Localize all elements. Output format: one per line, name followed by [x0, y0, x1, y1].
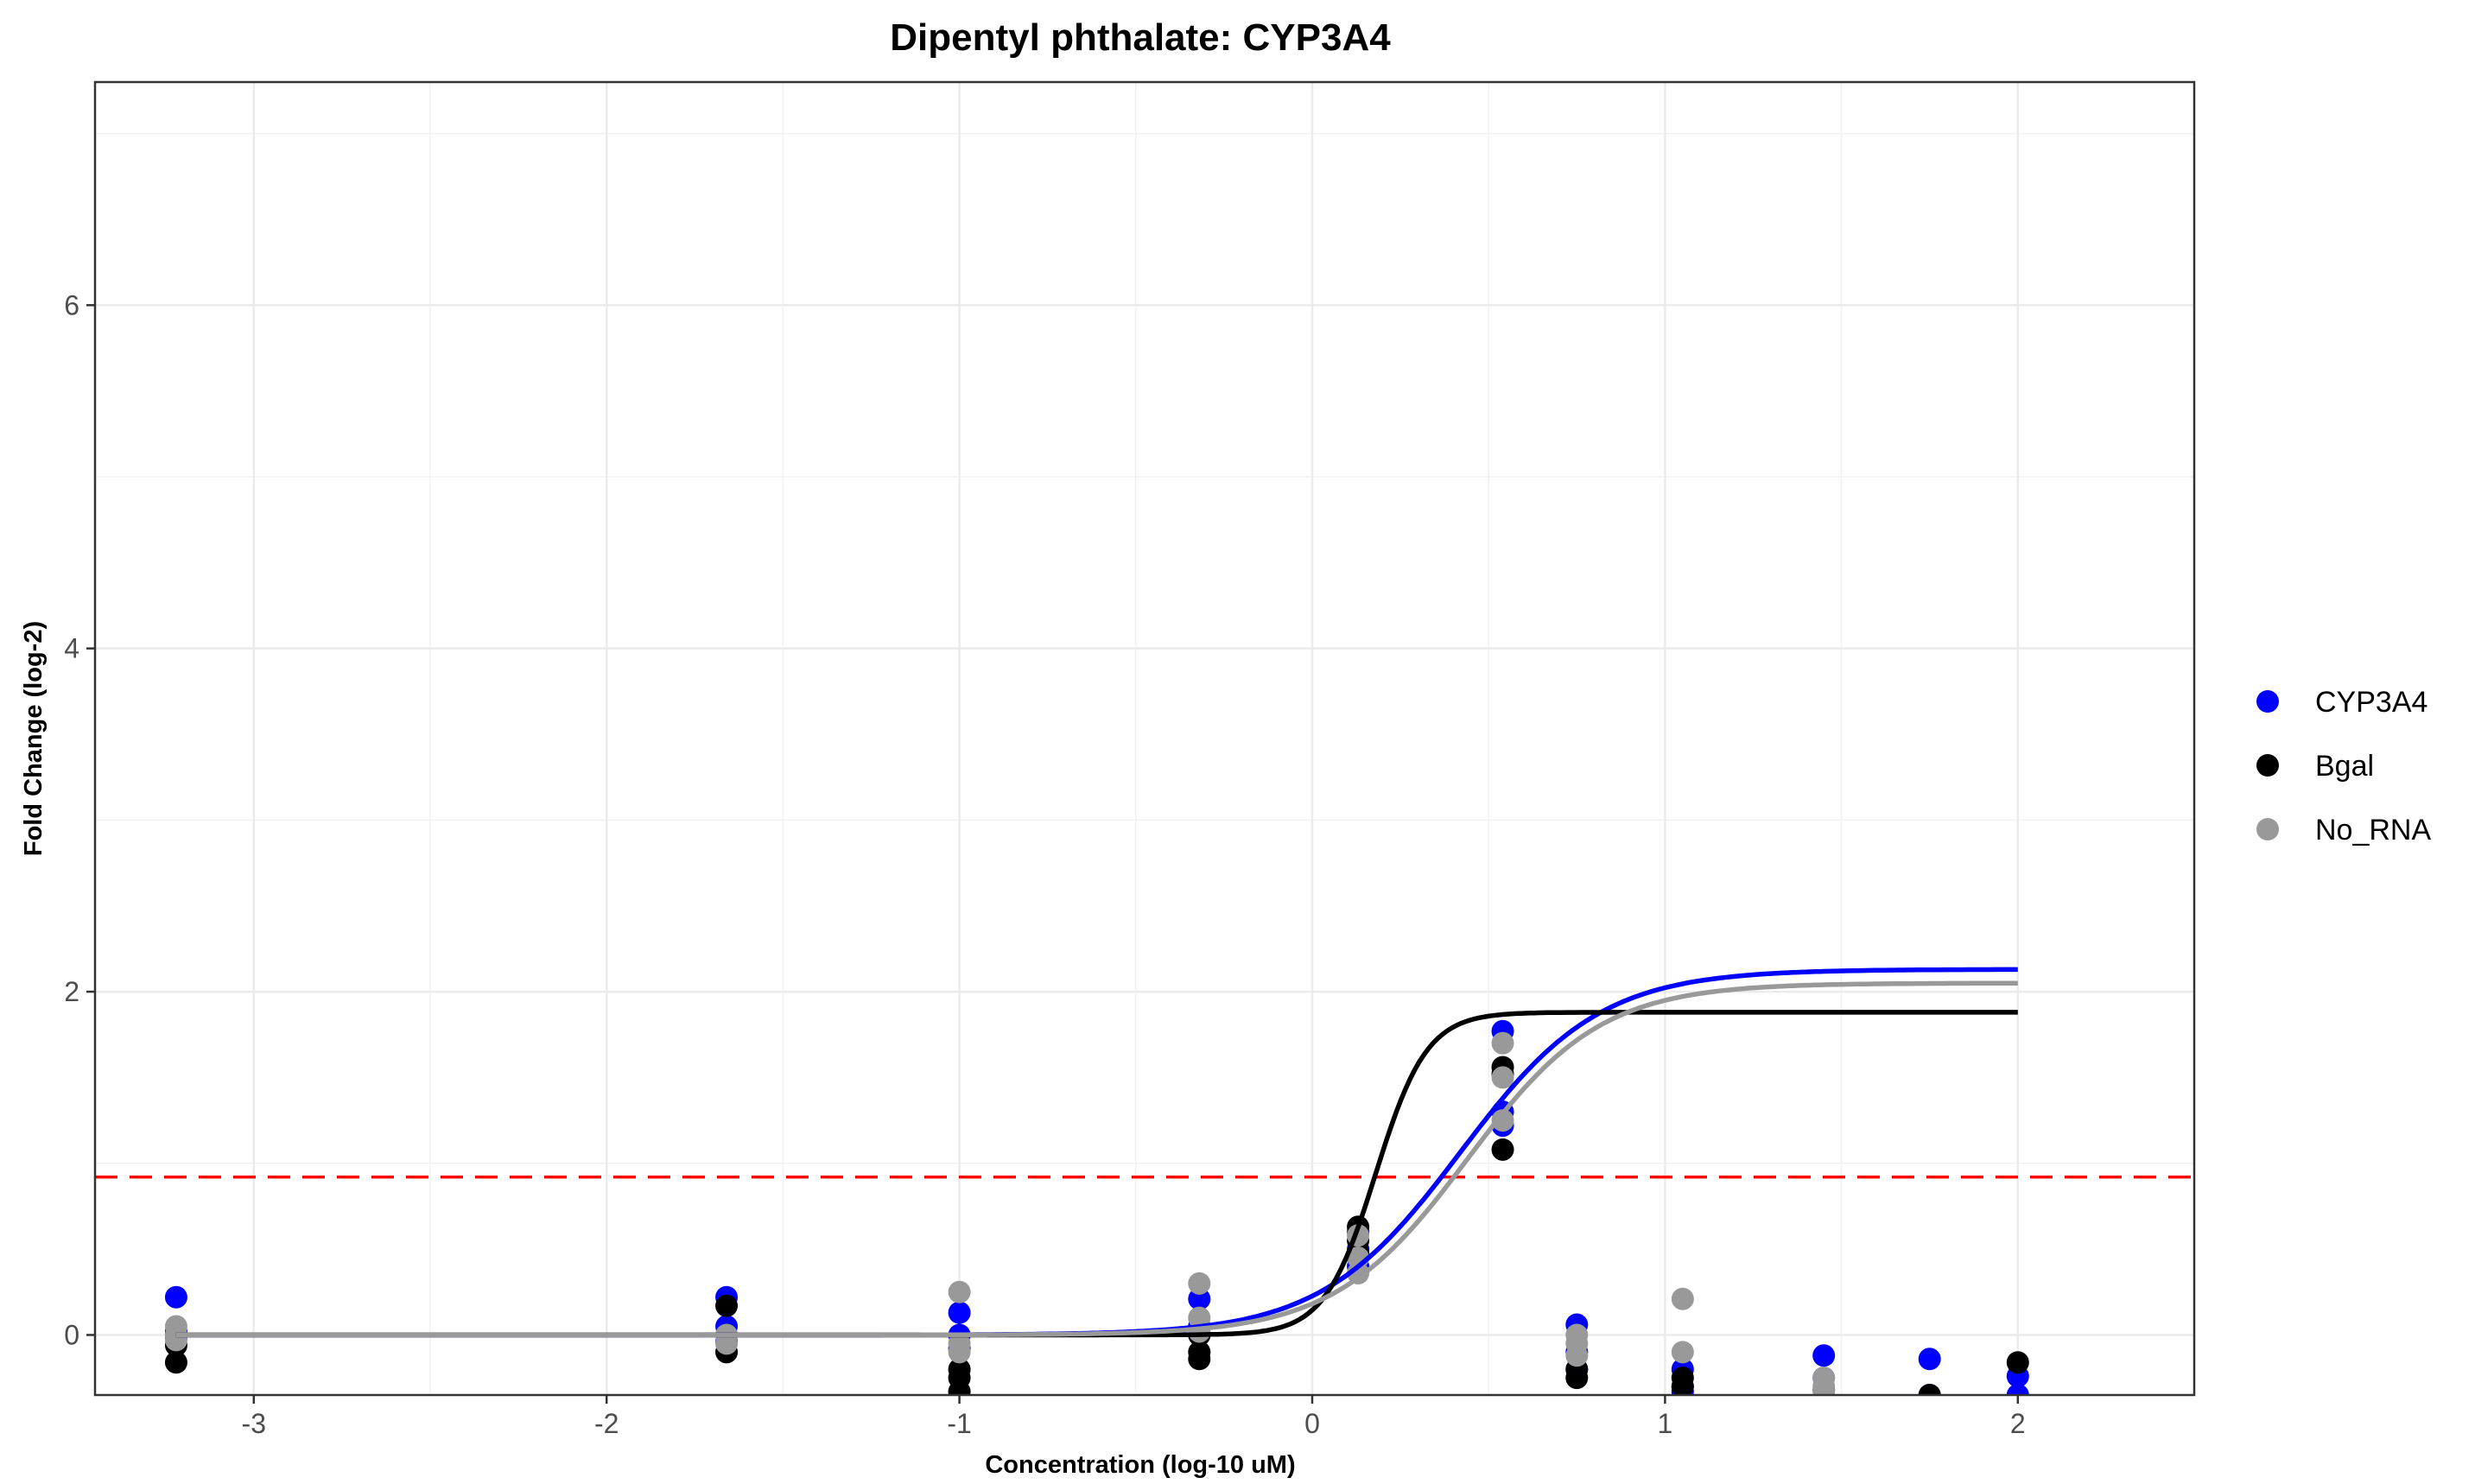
y-tick-label: 6	[64, 289, 79, 320]
plot-border	[93, 80, 2196, 1397]
data-point-bgal	[164, 1351, 187, 1374]
y-tick-label: 0	[64, 1319, 79, 1350]
x-tick-label: -1	[947, 1408, 971, 1439]
x-tick-label: 1	[1657, 1408, 1672, 1439]
legend-key-bgal	[2256, 754, 2279, 777]
data-point-bgal	[1491, 1138, 1514, 1161]
data-point-cyp3a4	[1188, 1287, 1211, 1310]
legend-key-no-rna	[2256, 818, 2279, 840]
chart-title: Dipentyl phthalate: CYP3A4	[890, 16, 1391, 59]
data-point-no-rna	[1671, 1341, 1694, 1364]
legend-label-bgal: Bgal	[2315, 750, 2374, 783]
plot-background	[95, 82, 2194, 1395]
data-point-no-rna	[948, 1280, 971, 1303]
data-point-cyp3a4	[1812, 1344, 1836, 1367]
legend-label-no-rna: No_RNA	[2315, 814, 2431, 847]
data-point-no-rna	[1347, 1261, 1370, 1284]
y-axis-title: Fold Change (log-2)	[20, 621, 48, 856]
data-point-no-rna	[1565, 1344, 1589, 1367]
data-point-no-rna	[1491, 1109, 1514, 1132]
y-tick-label: 4	[64, 633, 79, 664]
legend-key-cyp3a4	[2256, 690, 2279, 713]
x-axis: -3 -2 -1 0 1 2	[242, 1395, 2026, 1439]
data-point-cyp3a4	[1918, 1348, 1941, 1371]
data-point-no-rna	[1812, 1380, 1836, 1395]
data-point-cyp3a4	[948, 1301, 971, 1324]
x-tick-label: -2	[594, 1408, 619, 1439]
data-point-no-rna	[1671, 1287, 1694, 1310]
fit-curve-no-rna	[175, 980, 2018, 1338]
data-point-bgal	[715, 1294, 739, 1317]
data-point-bgal	[1565, 1367, 1589, 1390]
data-point-cyp3a4	[2006, 1384, 2029, 1395]
x-tick-label: 2	[2010, 1408, 2026, 1439]
data-point-no-rna	[715, 1332, 739, 1355]
legend-label-cyp3a4: CYP3A4	[2315, 686, 2427, 719]
y-axis: 0 2 4 6	[64, 289, 95, 1350]
data-point-no-rna	[1491, 1031, 1514, 1055]
x-tick-label: 0	[1304, 1408, 1320, 1439]
data-point-bgal	[1918, 1384, 1941, 1395]
data-point-bgal	[948, 1380, 971, 1395]
legend-item-cyp3a4: CYP3A4	[2256, 686, 2427, 719]
legend-item-bgal: Bgal	[2256, 750, 2374, 783]
data-point-no-rna	[1188, 1272, 1211, 1295]
y-tick-label: 2	[64, 976, 79, 1007]
legend: CYP3A4 Bgal No_RNA	[2256, 686, 2431, 847]
data-point-cyp3a4	[164, 1285, 187, 1309]
x-tick-label: -3	[242, 1408, 266, 1439]
data-point-no-rna	[1491, 1066, 1514, 1089]
data-point-bgal	[1671, 1375, 1694, 1395]
x-axis-title: Concentration (log-10 uM)	[985, 1451, 1295, 1479]
data-point-bgal	[2006, 1351, 2029, 1374]
legend-item-no-rna: No_RNA	[2256, 814, 2431, 847]
data-point-no-rna	[164, 1329, 187, 1352]
curves-layer	[175, 967, 2018, 1338]
data-point-no-rna	[948, 1341, 971, 1364]
data-point-bgal	[1188, 1348, 1211, 1371]
